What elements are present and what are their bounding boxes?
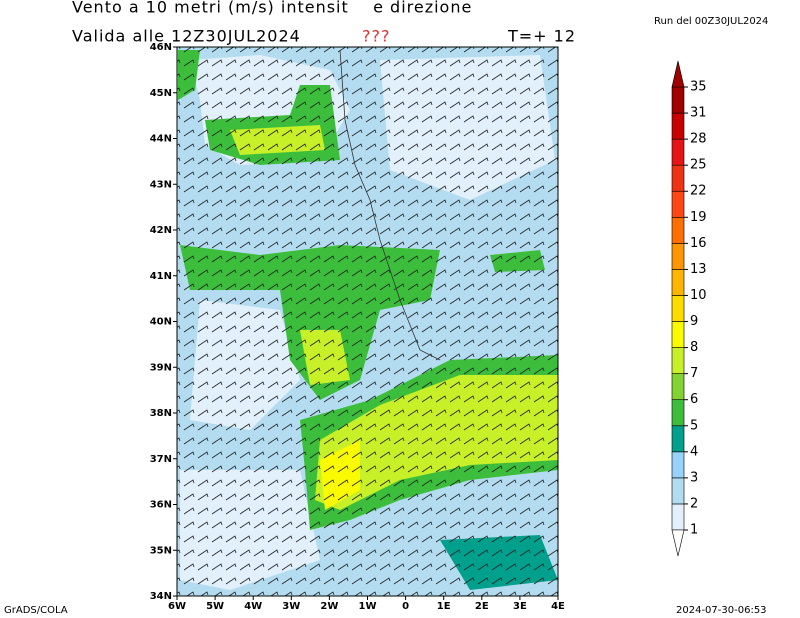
colorbar-label: 19 — [690, 210, 707, 225]
colorbar-box — [671, 425, 685, 453]
colorbar-box — [671, 399, 685, 427]
lat-label: 46N — [150, 42, 172, 53]
lon-label: 1E — [437, 601, 451, 612]
colorbar-box — [671, 321, 685, 348]
lat-label: 37N — [150, 454, 172, 465]
lat-label: 40N — [150, 317, 172, 328]
colorbar-box — [671, 216, 685, 244]
colorbar-under — [671, 529, 685, 557]
lon-label: 3E — [513, 601, 527, 612]
title: Vento a 10 metri (m/s) intensit e direzi… — [72, 0, 472, 17]
colorbar-box — [671, 86, 685, 114]
lat-label: 45N — [150, 88, 172, 99]
colorbar-box — [671, 243, 685, 270]
lat-label: 35N — [150, 545, 172, 556]
lon-label: 0 — [402, 601, 409, 612]
colorbar-label: 16 — [690, 236, 707, 251]
lat-label: 39N — [150, 362, 172, 373]
lon-label: 6W — [168, 601, 186, 612]
colorbar-label: 35 — [690, 80, 707, 95]
colorbar-label: 1 — [690, 523, 698, 538]
colorbar-label: 4 — [690, 444, 698, 459]
lat-label: 41N — [150, 271, 172, 282]
lat-label: 44N — [150, 134, 172, 145]
colorbar-box — [671, 112, 685, 140]
colorbar-label: 6 — [690, 392, 698, 407]
colorbar-label: 22 — [690, 184, 707, 199]
colorbar-label: 13 — [690, 262, 707, 277]
colorbar-label: 5 — [690, 418, 698, 433]
lon-label: 2W — [320, 601, 338, 612]
colorbar-box — [671, 269, 685, 296]
run-label: Run del 00Z30JUL2024 — [654, 16, 768, 27]
forecast-step: T=+ 12 — [507, 27, 576, 46]
colorbar-box — [671, 295, 685, 322]
coastline — [339, 49, 441, 361]
lon-label: 3W — [282, 601, 300, 612]
colorbar-label: 3 — [690, 470, 698, 485]
colorbar-label: 28 — [690, 132, 707, 147]
colorbar-box — [671, 190, 685, 218]
wind-barbs — [177, 47, 558, 596]
colorbar-label: 7 — [690, 366, 698, 381]
colorbar-box — [671, 373, 685, 401]
unknown-label: ??? — [362, 27, 390, 46]
colorbar-label: 31 — [690, 106, 707, 121]
lon-label: 4E — [551, 601, 565, 612]
colorbar-label: 2 — [690, 496, 698, 511]
lat-label: 36N — [150, 500, 172, 511]
colorbar-box — [671, 164, 685, 192]
colorbar-box — [671, 451, 685, 479]
colorbar-label: 10 — [690, 288, 707, 303]
lon-label: 5W — [206, 601, 224, 612]
colorbar-label: 9 — [690, 314, 698, 329]
lat-label: 42N — [150, 225, 172, 236]
lon-label: 2E — [475, 601, 489, 612]
colorbar-box — [671, 138, 685, 166]
lat-label: 43N — [150, 179, 172, 190]
map — [176, 46, 559, 597]
lon-label: 4W — [244, 601, 262, 612]
colorbar-label: 25 — [690, 158, 707, 173]
colorbar-box — [671, 477, 685, 505]
colorbar-over — [671, 60, 685, 88]
colorbar-box — [671, 503, 685, 531]
colorbar-box — [671, 347, 685, 374]
valid-time: Valida alle 12Z30JUL2024 — [72, 27, 301, 46]
colorbar-label: 8 — [690, 340, 698, 355]
lon-label: 1W — [359, 601, 377, 612]
lat-label: 38N — [150, 408, 172, 419]
lat-label: 34N — [150, 591, 172, 602]
footer-right: 2024-07-30-06:53 — [676, 605, 767, 616]
footer-left: GrADS/COLA — [4, 605, 68, 616]
